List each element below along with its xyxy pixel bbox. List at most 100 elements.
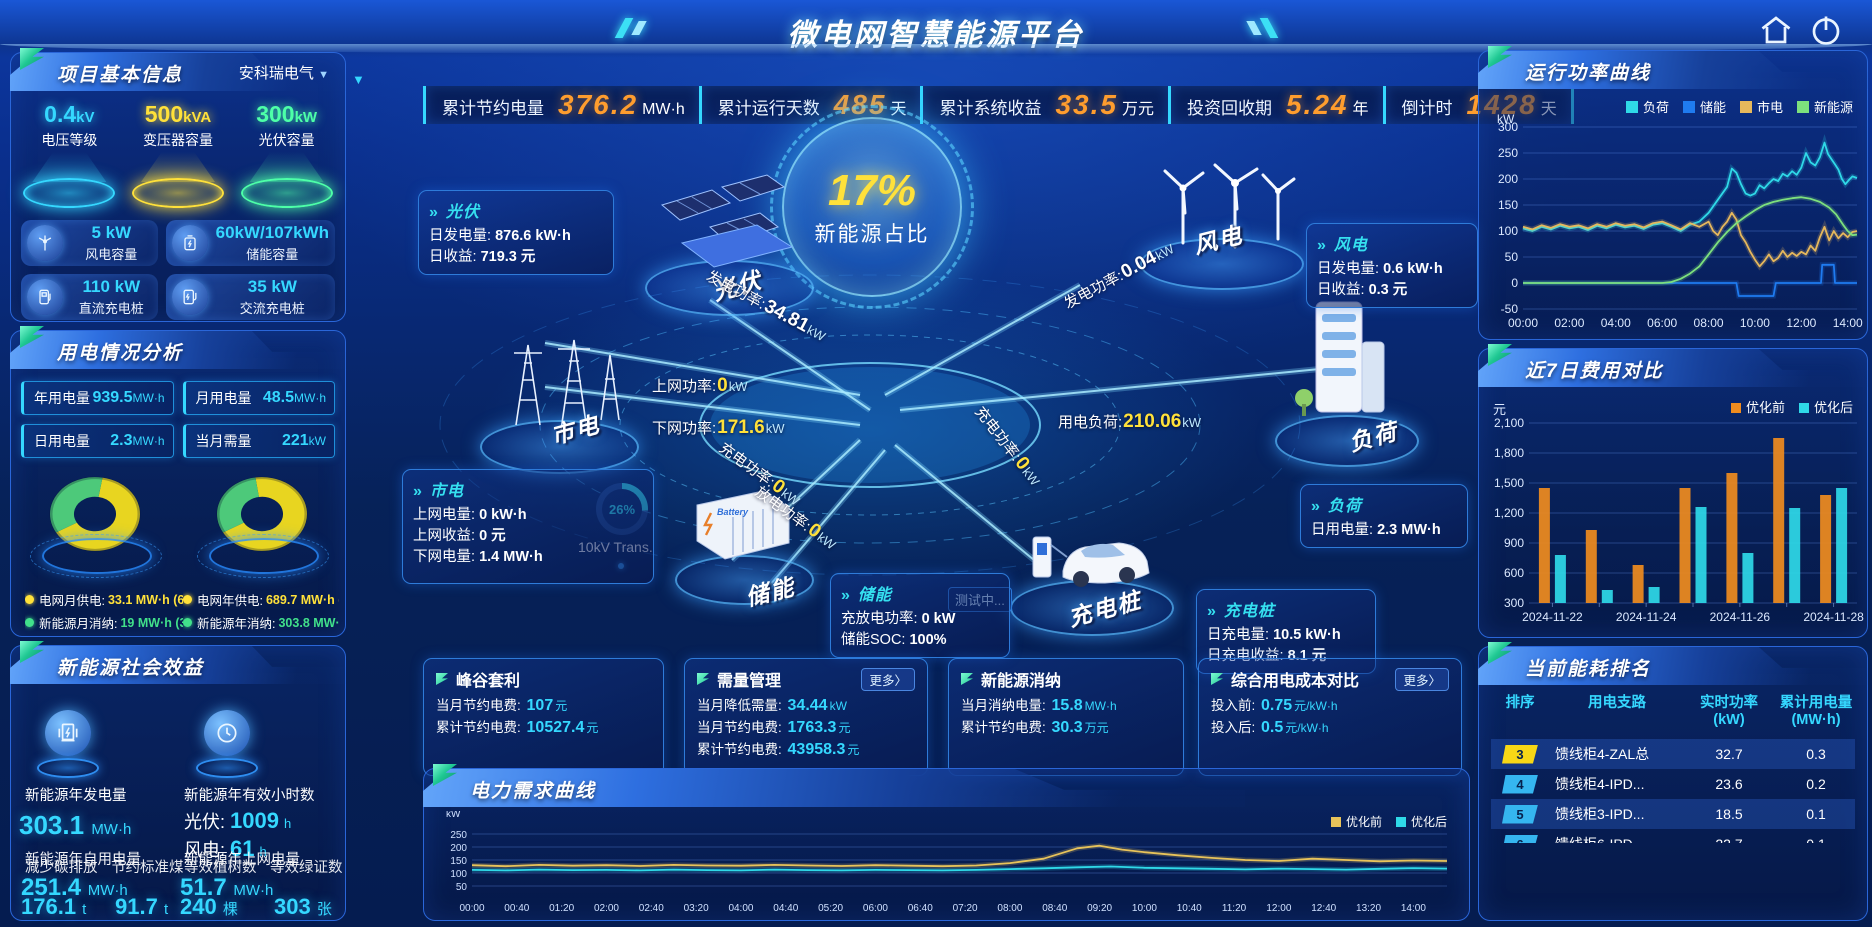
legend-swatch [1395, 817, 1406, 827]
card-row: 投入前: 0.75 元/kW·h [1211, 697, 1338, 714]
capacity-stats: 5 kW 风电容量 60kW/107kWh 储能容量 110 kW 直流充电桩 35 kW 交… [11, 208, 345, 320]
more-button[interactable]: 更多〉 [1395, 667, 1449, 691]
legend-item: 电网月供电:33.1 MW·h (64%) [25, 590, 183, 609]
svg-text:Battery: Battery [717, 507, 749, 517]
card-row: 上网电量: 0 kW·h [413, 505, 643, 526]
card-row: 累计节约电费: 10527.4 元 [436, 719, 599, 736]
kpi-item: 累计节约电量 376.2 MW·h [423, 86, 699, 124]
legend-dot [183, 595, 192, 604]
usage-chip: 月用电量 48.5MW·h [182, 381, 335, 415]
title-decor-right [1246, 18, 1279, 38]
panel-title: 电力需求曲线 [470, 781, 597, 802]
kpi-value: 33.5 [1055, 89, 1118, 120]
capacity-stat-card: 5 kW 风电容量 [21, 220, 158, 266]
row-label: 充放电功率: [841, 611, 918, 627]
svg-text:1,800: 1,800 [1494, 446, 1524, 460]
row-value: 100% [909, 632, 947, 648]
company-select[interactable]: 安科瑞电气 ▼ [239, 62, 329, 83]
generation-icon [37, 710, 99, 778]
svg-text:50: 50 [456, 882, 468, 893]
wind-turbine-icon [27, 225, 63, 261]
capacity-pad: 300kW 光伏容量 [235, 101, 339, 208]
benefit-overlay-label: 等效植树数 [184, 860, 257, 876]
bottom-card-2: 需量管理 更多〉 当月降低需量: 34.44 kW 当月节约电费: 1763.3 元累计节… [684, 658, 928, 776]
svg-text:250: 250 [450, 830, 467, 841]
svg-text:09:20: 09:20 [1087, 903, 1112, 914]
rank-badge: 4 [1502, 774, 1538, 794]
card-row: 当月消纳电量: 15.8 MW·h [961, 697, 1117, 714]
power-icon[interactable] [1808, 12, 1844, 48]
page-title: 微电网智慧能源平台 [787, 19, 1085, 52]
svg-text:10:40: 10:40 [1177, 903, 1202, 914]
legend-item-市电: 市电 [1739, 97, 1783, 116]
svg-text:02:40: 02:40 [639, 903, 664, 914]
table-row: 3 馈线柜4-ZAL总 32.7 0.3 [1491, 739, 1855, 769]
legend-swatch [1798, 403, 1809, 413]
card-row: 日充电量: 10.5 kW·h [1207, 625, 1365, 646]
pad-label: 光伏容量 [258, 132, 315, 148]
top-header: 微电网智慧能源平台 [0, 0, 1872, 58]
ac-charger-icon [171, 279, 208, 315]
kpi-item: 投资回收期 5.24 年 [1167, 86, 1383, 124]
svg-text:900: 900 [1504, 536, 1524, 550]
load-card: » 负荷 日用电量: 2.3 MW·h [1300, 484, 1468, 548]
svg-text:13:20: 13:20 [1356, 903, 1381, 914]
home-icon[interactable] [1758, 12, 1794, 48]
chip-value: 939.5MW·h [92, 389, 165, 406]
branch-name: 馈线柜4-IPD... [1555, 776, 1645, 792]
row-value: 0 kW [921, 611, 956, 627]
legend-item: 电网年供电:689.7 MW·h (69%) [183, 590, 339, 609]
ev-charging-icon [1032, 536, 1150, 587]
panel-usage-analysis: 用电情况分析 年用电量 939.5MW·h 月用电量 48.5MW·h 日用电量 2.3M… [10, 326, 346, 637]
legend-item-负荷: 负荷 [1625, 97, 1669, 116]
table-row: 6 馈线柜6-IPD 22.7 0.1 [1491, 829, 1855, 843]
row-label: 日发电量: [1317, 261, 1380, 277]
table-row: 5 馈线柜3-IPD... 18.5 0.1 [1491, 799, 1855, 829]
rank-column-header: 排序 [1505, 695, 1535, 711]
svg-text:05:20: 05:20 [818, 903, 843, 914]
legend-item-优化后: 优化后 [1395, 813, 1447, 830]
benefit-generation-cell: 新能源年发电量 303.1 MW·h 新能源年自用电量 251.4 MW·h 减少碳… [19, 698, 184, 927]
capacity-stat-card: 110 kW 直流充电桩 [21, 274, 158, 320]
chip-label: 年用电量 [34, 390, 90, 406]
total-energy: 0.1 [1806, 806, 1826, 822]
row-label: 日用电量: [1311, 522, 1374, 538]
card-row: 累计节约电费: 30.3 万元 [961, 719, 1109, 736]
glow-disc [131, 178, 224, 208]
svg-text:12:00: 12:00 [1786, 316, 1816, 330]
capacity-stat-card: 60kW/107kWh 储能容量 [165, 220, 335, 266]
legend-label: 新能源年消纳: [197, 617, 276, 631]
legend-swatch [1730, 403, 1741, 413]
benefit-label: 新能源年有效小时数 [184, 788, 315, 804]
benefit-hours-cell: 新能源年有效小时数 光伏: 1009 h 风电: 61 h 新能源年上网电量 51… [178, 698, 343, 927]
legend-label: 电网月供电: [39, 594, 105, 608]
kpi-bar: 累计节约电量376.2MW·h累计运行天数485天累计系统收益33.5万元投资回… [423, 86, 1574, 124]
row-value: 1.4 MW·h [479, 549, 543, 565]
kpi-label: 累计节约电量 [442, 99, 544, 118]
panel-title: 运行功率曲线 [1525, 63, 1652, 84]
kpi-collapse-arrow[interactable]: ▼ [352, 72, 365, 87]
wind-turbine-icon [1163, 163, 1296, 249]
benefit-overlay-value: 303 张 [274, 894, 332, 919]
card-row: 储能SOC: 100% [841, 630, 999, 651]
total-energy: 0.1 [1777, 836, 1855, 843]
svg-text:100: 100 [1498, 224, 1518, 238]
svg-text:2,100: 2,100 [1494, 416, 1524, 430]
branch-name: 馈线柜4-ZAL总 [1555, 746, 1650, 762]
svg-text:04:40: 04:40 [773, 903, 798, 914]
benefit-overlay-label: 等效绿证数 [270, 860, 343, 876]
svg-text:2024-11-22: 2024-11-22 [1522, 610, 1583, 624]
more-button[interactable]: 更多〉 [861, 667, 915, 691]
bottom-card-3: 新能源消纳当月消纳电量: 15.8 MW·h 累计节约电费: 30.3 万元 [948, 658, 1184, 776]
usage-chip: 年用电量 939.5MW·h [21, 381, 174, 415]
battery-icon [171, 225, 208, 261]
glow-disc [23, 178, 116, 208]
svg-text:08:40: 08:40 [1042, 903, 1067, 914]
battery-storage-icon: Battery [696, 490, 790, 560]
legend-value: 33.1 MW·h (64%) [107, 592, 183, 607]
card-title: 新能源消纳 [981, 673, 1062, 690]
svg-text:07:20: 07:20 [953, 903, 978, 914]
device-pv: 光伏 [640, 165, 815, 320]
row-value: 0.6 kW·h [1383, 261, 1443, 277]
legend-item-优化后: 优化后 [1798, 397, 1853, 416]
